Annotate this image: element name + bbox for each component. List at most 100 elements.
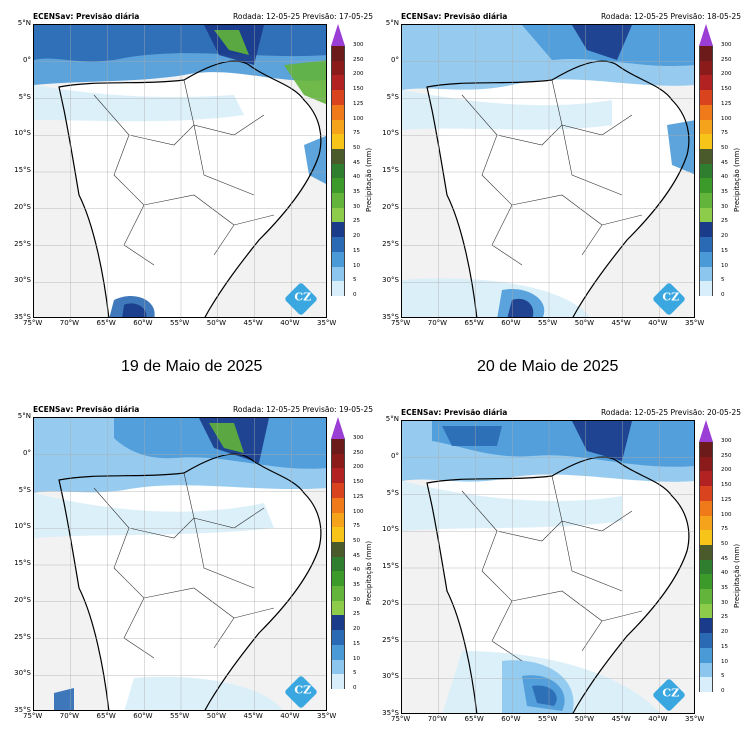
colorbar-segment: [331, 571, 345, 587]
map-panel-4: ECENSav: Previsão diária Rodada: 12-05-2…: [382, 408, 751, 728]
lat-label: 5°S: [386, 92, 399, 101]
lat-label: 10°S: [382, 129, 399, 138]
colorbar-tick: 125: [721, 100, 732, 107]
colorbar-tick: 50: [721, 540, 728, 547]
lat-label: 35°S: [14, 706, 31, 714]
colorbar-tick: 40: [353, 174, 360, 181]
colorbar-tick: 75: [721, 130, 728, 137]
run-info: Rodada: 12-05-25 Previsão: 18-05-25: [600, 12, 741, 21]
colorbar-tick: 125: [353, 493, 364, 500]
colorbar-tick: 150: [721, 86, 732, 93]
colorbar-label: Precipitação (mm): [365, 540, 373, 605]
colorbar-tick: 35: [353, 582, 360, 589]
colorbar-tick: 0: [353, 684, 357, 691]
colorbar-tick: 30: [353, 203, 360, 210]
colorbar-tick: 35: [353, 189, 360, 196]
colorbar-tick: 75: [353, 523, 360, 530]
lat-label: 25°S: [14, 239, 31, 248]
lat-label: 35°S: [382, 313, 399, 321]
lat-label: 20°S: [14, 595, 31, 604]
lon-label: 35°W: [317, 319, 337, 327]
colorbar-tick: 40: [721, 570, 728, 577]
colorbar-segment: [331, 104, 345, 120]
lon-label: 35°W: [685, 319, 705, 327]
colorbar-segment: [331, 193, 345, 208]
colorbar-tick: 40: [721, 174, 728, 181]
colorbar-segment: [331, 615, 345, 631]
colorbar-tick: 30: [353, 596, 360, 603]
colorbar-tick: 250: [721, 56, 732, 63]
colorbar-tick: 300: [721, 42, 732, 49]
colorbar-segment: [699, 618, 713, 634]
lon-label: 55°W: [170, 319, 190, 327]
lat-label: 15°S: [382, 166, 399, 174]
colorbar-tick: 45: [353, 552, 360, 559]
colorbar-segment: [331, 251, 345, 267]
colorbar-segment: [331, 281, 345, 296]
colorbar-segment: [699, 222, 713, 238]
colorbar-tick: 25: [721, 218, 728, 225]
colorbar-segment: [331, 60, 345, 76]
colorbar-segment: [331, 600, 345, 616]
colorbar-segment: [331, 295, 345, 318]
colorbar-segment: [331, 46, 345, 61]
colorbar-segment: [331, 222, 345, 238]
lat-label: 20°S: [382, 202, 399, 211]
colorbar-segment: [331, 439, 345, 454]
colorbar-tick: 25: [353, 218, 360, 225]
colorbar-segment: [331, 119, 345, 135]
panel-title: ECENSav: Previsão diária Rodada: 12-05-2…: [33, 405, 373, 415]
colorbar-segment: [331, 512, 345, 528]
colorbar-tick: 5: [721, 277, 725, 284]
colorbar-tick: 150: [721, 482, 732, 489]
colorbar-tick: 25: [721, 614, 728, 621]
lat-label: 10°S: [14, 522, 31, 531]
colorbar-segment: [331, 75, 345, 91]
colorbar-segment: [331, 586, 345, 601]
lon-label: 45°W: [243, 712, 263, 720]
colorbar-segment: [699, 633, 713, 648]
colorbar-segment: [331, 541, 345, 557]
lon-label: 65°W: [96, 712, 116, 720]
colorbar-segment: [699, 471, 713, 487]
colorbar-segment: [699, 515, 713, 531]
colorbar-tick: 10: [353, 655, 360, 662]
colorbar-tick: 250: [353, 449, 364, 456]
lon-label: 55°W: [538, 319, 558, 327]
colorbar-tick: 5: [353, 277, 357, 284]
lon-label: 70°W: [427, 319, 448, 327]
colorbar-segment: [699, 24, 713, 47]
lat-label: 5°N: [17, 412, 31, 420]
precip-map: CZ: [401, 420, 695, 714]
colorbar-segment: [331, 163, 345, 179]
colorbar-segment: [331, 90, 345, 105]
lat-label: 15°S: [14, 559, 31, 567]
lat-label: 25°S: [382, 239, 399, 248]
lon-label: 40°W: [280, 319, 300, 327]
colorbar-segment: [699, 500, 713, 516]
colorbar-tick: 25: [353, 611, 360, 618]
lon-label: 75°W: [23, 712, 43, 720]
lon-label: 40°W: [648, 715, 668, 723]
lat-label: 5°S: [18, 485, 31, 494]
colorbar-segment: [331, 644, 345, 660]
lat-label: 0°: [391, 55, 399, 64]
map-svg: [34, 25, 326, 317]
lat-label: 15°S: [14, 166, 31, 174]
colorbar-tick: 45: [721, 159, 728, 166]
lon-label: 70°W: [427, 715, 448, 723]
colorbar: [699, 420, 715, 714]
colorbar-tick: 40: [353, 567, 360, 574]
panel-title: ECENSav: Previsão diária Rodada: 12-05-2…: [401, 12, 741, 22]
colorbar-tick: 35: [721, 585, 728, 592]
lat-label: 30°S: [382, 672, 399, 681]
lat-label: 35°S: [14, 313, 31, 321]
colorbar-segment: [699, 442, 713, 457]
colorbar-segment: [331, 556, 345, 572]
lon-label: 70°W: [59, 319, 80, 327]
colorbar-segment: [699, 677, 713, 692]
precip-map: CZ: [401, 24, 695, 318]
lon-label: 60°W: [133, 319, 153, 327]
colorbar-segment: [331, 453, 345, 469]
lon-label: 45°W: [243, 319, 263, 327]
